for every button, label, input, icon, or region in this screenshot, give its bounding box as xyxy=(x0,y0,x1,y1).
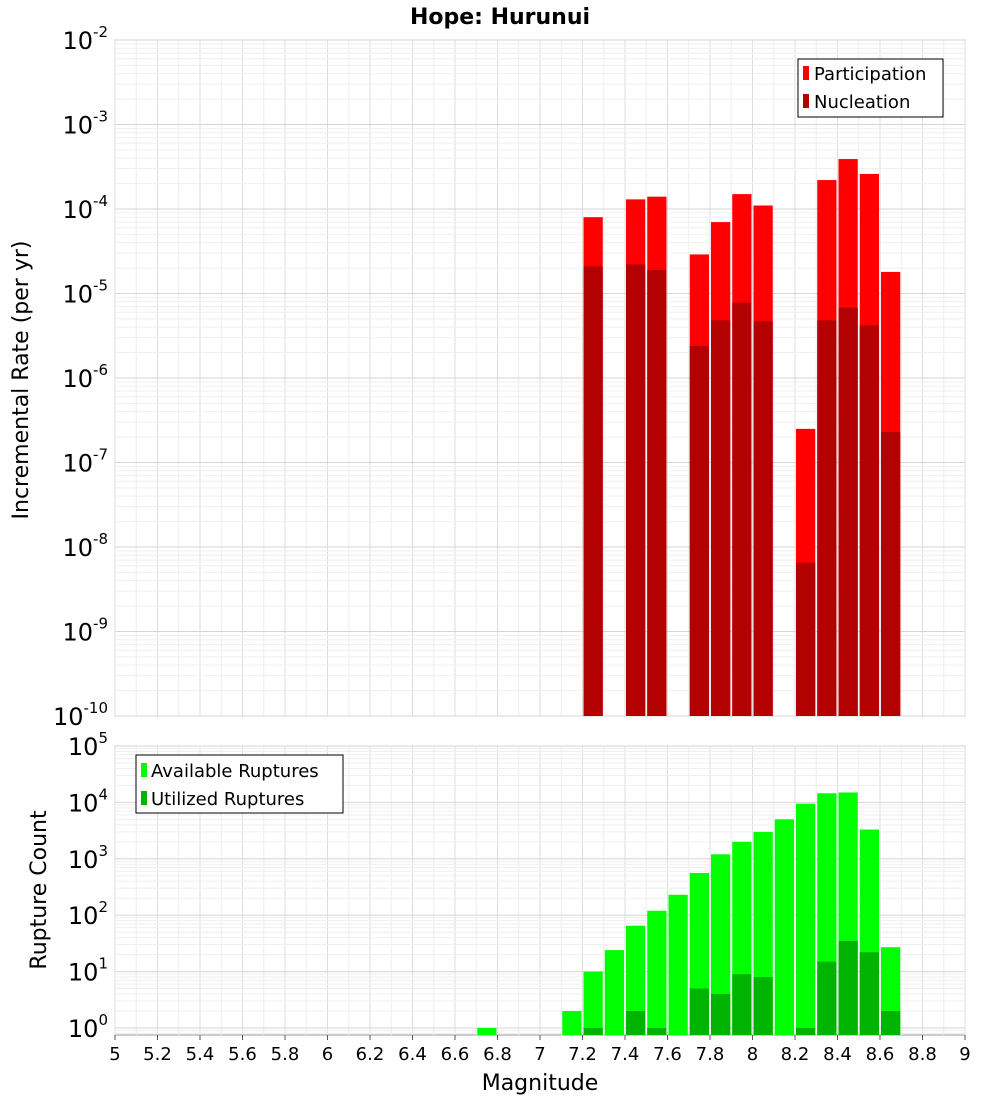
bar-utilized-ruptures xyxy=(796,1027,816,1035)
legend-swatch-utilized-ruptures xyxy=(141,791,147,805)
x-tick-label: 5.2 xyxy=(143,1044,172,1065)
x-tick-label: 7.8 xyxy=(696,1044,725,1065)
y-tick-label: 10-6 xyxy=(62,361,108,393)
legend-swatch-participation xyxy=(803,66,809,80)
y-tick-label: 10-8 xyxy=(62,530,108,562)
top-bars xyxy=(583,159,901,717)
x-tick-label: 6.8 xyxy=(483,1044,512,1065)
bar-nucleation xyxy=(753,321,773,716)
y-tick-label: 104 xyxy=(68,785,108,817)
y-tick-label: 10-5 xyxy=(62,277,108,309)
bar-nucleation xyxy=(796,562,816,716)
y-tick-label: 100 xyxy=(68,1011,108,1043)
y-tick-label: 10-7 xyxy=(62,446,108,478)
x-tick-label: 5.4 xyxy=(186,1044,215,1065)
bar-available-ruptures xyxy=(562,1010,582,1035)
bar-available-ruptures xyxy=(647,910,667,1035)
bar-available-ruptures xyxy=(796,803,816,1035)
top-grid xyxy=(114,39,966,717)
top-y-ticks: 10-10 10-9 10-8 10-7 10-6 10-5 10-4 10-3 10-2 xyxy=(53,23,108,731)
bottom-y-axis-label: Rupture Count xyxy=(27,810,52,970)
legend-label-nucleation: Nucleation xyxy=(814,92,910,113)
bar-nucleation xyxy=(881,431,901,716)
x-tick-label: 5.8 xyxy=(271,1044,300,1065)
bar-utilized-ruptures xyxy=(647,1027,667,1035)
bar-nucleation xyxy=(583,266,603,716)
bar-nucleation xyxy=(689,345,709,716)
bar-available-ruptures xyxy=(626,925,646,1035)
bar-nucleation xyxy=(838,307,858,716)
bar-utilized-ruptures xyxy=(711,994,731,1035)
y-tick-label: 105 xyxy=(68,729,108,761)
y-tick-label: 10-9 xyxy=(62,615,108,647)
y-tick-label: 10-4 xyxy=(62,192,108,224)
legend-label-available-ruptures: Available Ruptures xyxy=(151,761,319,782)
y-tick-label: 10-10 xyxy=(53,699,108,731)
bar-available-ruptures xyxy=(477,1027,497,1035)
bar-nucleation xyxy=(817,320,837,716)
bar-utilized-ruptures xyxy=(859,952,879,1035)
bottom-bars xyxy=(477,792,901,1035)
y-tick-label: 101 xyxy=(68,955,108,987)
bar-utilized-ruptures xyxy=(817,961,837,1035)
bar-utilized-ruptures xyxy=(689,988,709,1035)
legend-label-participation: Participation xyxy=(814,64,926,85)
y-tick-label: 103 xyxy=(68,842,108,874)
top-y-axis-label: Incremental Rate (per yr) xyxy=(9,241,34,520)
x-tick-label: 8.8 xyxy=(908,1044,937,1065)
bar-nucleation xyxy=(859,325,879,716)
bar-utilized-ruptures xyxy=(881,1010,901,1035)
bar-nucleation xyxy=(732,302,752,716)
bar-available-ruptures xyxy=(774,819,794,1035)
y-tick-label: 102 xyxy=(68,898,108,930)
bar-nucleation xyxy=(647,269,667,716)
x-tick-label: 5.6 xyxy=(228,1044,257,1065)
top-legend-box xyxy=(797,58,944,118)
x-tick-label: 7.2 xyxy=(568,1044,597,1065)
x-tick-label: 7.6 xyxy=(653,1044,682,1065)
x-tick-label: 6.2 xyxy=(356,1044,385,1065)
legend-swatch-available-ruptures xyxy=(141,763,147,777)
x-tick-label: 7.4 xyxy=(611,1044,640,1065)
x-tick-label: 9 xyxy=(959,1044,970,1065)
bottom-legend-box xyxy=(135,754,344,814)
x-axis-label: Magnitude xyxy=(482,1071,599,1096)
bottom-legend: Available Ruptures Utilized Ruptures xyxy=(135,754,344,814)
bar-nucleation xyxy=(626,264,646,716)
bottom-y-ticks: 100 101 102 103 104 105 xyxy=(68,729,108,1043)
x-axis-ticks: 5 5.2 5.4 5.6 5.8 6 6.2 6.4 6.6 6.8 7 7.2 7.4 7.6 7.8 8… xyxy=(109,1035,971,1065)
x-tick-label: 8 xyxy=(747,1044,758,1065)
top-legend: Participation Nucleation xyxy=(797,58,944,118)
y-tick-label: 10-2 xyxy=(62,23,108,55)
bar-available-ruptures xyxy=(604,950,624,1035)
y-tick-label: 10-3 xyxy=(62,108,108,140)
x-tick-label: 6 xyxy=(322,1044,333,1065)
bar-utilized-ruptures xyxy=(732,974,752,1035)
bar-utilized-ruptures xyxy=(838,940,858,1035)
x-tick-label: 8.2 xyxy=(781,1044,810,1065)
legend-swatch-nucleation xyxy=(803,94,809,108)
chart-title: Hope: Hurunui xyxy=(410,5,590,30)
bar-available-ruptures xyxy=(668,894,688,1035)
bar-utilized-ruptures xyxy=(626,1010,646,1035)
x-tick-label: 6.6 xyxy=(441,1044,470,1065)
bar-available-ruptures xyxy=(583,971,603,1035)
x-tick-label: 7 xyxy=(534,1044,545,1065)
bar-nucleation xyxy=(711,320,731,716)
bar-utilized-ruptures xyxy=(753,977,773,1035)
x-tick-label: 5 xyxy=(109,1044,120,1065)
x-tick-label: 6.4 xyxy=(398,1044,427,1065)
legend-label-utilized-ruptures: Utilized Ruptures xyxy=(151,789,304,810)
bar-available-ruptures xyxy=(711,854,731,1035)
x-tick-label: 8.4 xyxy=(823,1044,852,1065)
x-tick-label: 8.6 xyxy=(866,1044,895,1065)
bar-utilized-ruptures xyxy=(583,1027,603,1035)
